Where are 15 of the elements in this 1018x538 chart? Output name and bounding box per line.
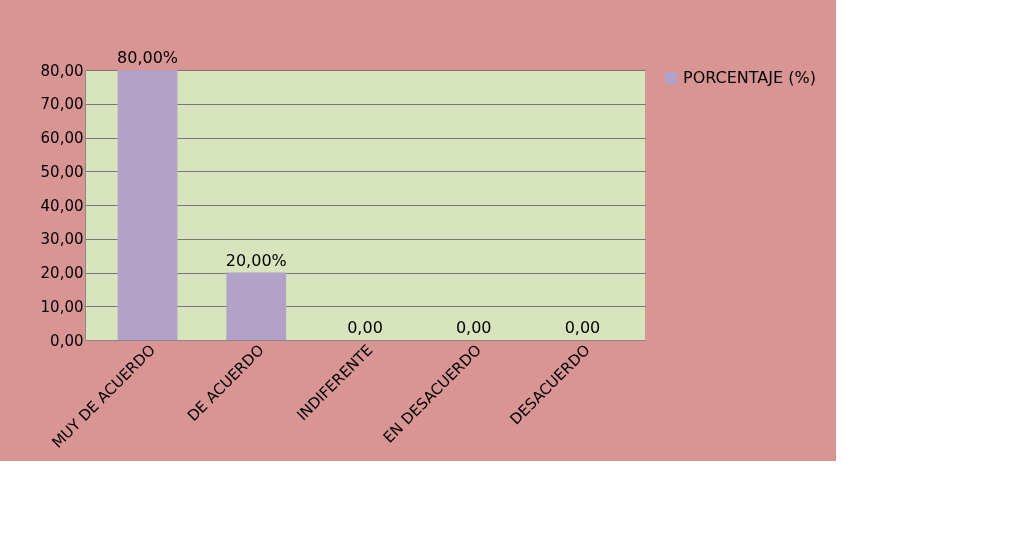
legend-label: PORCENTAJE (%) <box>683 68 816 87</box>
y-tick-label: 30,00 <box>40 230 84 249</box>
y-tick-label: 80,00 <box>40 61 84 80</box>
text: 0,00 <box>455 318 492 337</box>
text: 80,00% <box>117 48 179 67</box>
y-tick-label: 60,00 <box>40 129 84 147</box>
text: 20,00% <box>225 250 287 270</box>
y-tick-label: 40,00 <box>40 196 84 215</box>
y-tick-label: 0,00 <box>50 331 84 350</box>
y-tick-label: 20,00 <box>40 264 84 282</box>
y-tick-label: 50,00 <box>40 162 84 181</box>
y-tick-label: 10,00 <box>40 297 84 316</box>
text: 0,00 <box>564 318 601 337</box>
text: 0,00 <box>347 318 383 337</box>
y-tick-label: 70,00 <box>40 95 84 114</box>
